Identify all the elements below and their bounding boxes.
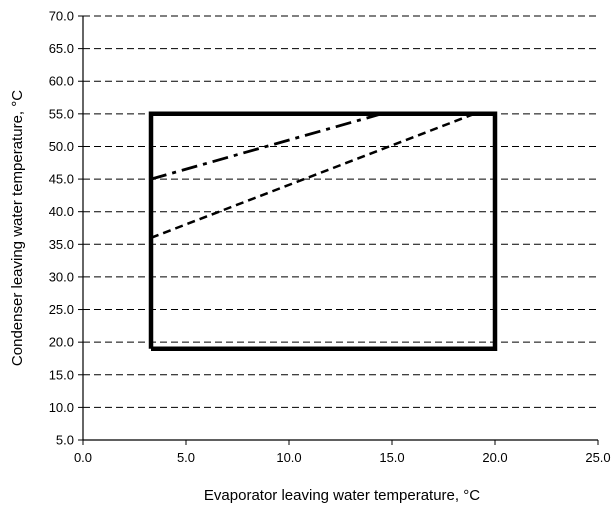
- x-tick-label-1: 5.0: [177, 450, 195, 465]
- series-line-1-dash-dot: [150, 112, 383, 181]
- y-tick-label-9: 50.0: [49, 139, 74, 154]
- y-tick-label-5: 30.0: [49, 269, 74, 284]
- axes-layer: [82, 16, 598, 441]
- y-tick-label-1: 10.0: [49, 400, 74, 415]
- y-tick-label-10: 55.0: [49, 106, 74, 121]
- series-line-2-dashed: [150, 112, 475, 239]
- series-line-0-solid-thick: [148, 111, 498, 351]
- y-axis-title: Condenser leaving water temperature, °C: [9, 90, 26, 366]
- tick-layer: 5.0 10.0 15.0 20.0 25.0 30.0 35.0 40.0 45.0 50.0 5…: [49, 9, 611, 466]
- x-axis-title: Evaporator leaving water temperature, °C: [204, 487, 480, 504]
- x-tick-label-5: 25.0: [585, 450, 610, 465]
- y-tick-label-4: 25.0: [49, 302, 74, 317]
- y-tick-label-13: 70.0: [49, 9, 74, 24]
- series-layer: [148, 111, 498, 351]
- x-tick-label-2: 10.0: [276, 450, 301, 465]
- y-tick-label-11: 60.0: [49, 74, 74, 89]
- y-tick-label-6: 35.0: [49, 237, 74, 252]
- y-tick-label-2: 15.0: [49, 367, 74, 382]
- y-tick-label-0: 5.0: [56, 433, 74, 448]
- x-tick-label-4: 20.0: [482, 450, 507, 465]
- y-tick-label-12: 65.0: [49, 41, 74, 56]
- y-tick-label-7: 40.0: [49, 204, 74, 219]
- y-tick-label-3: 20.0: [49, 335, 74, 350]
- y-tick-label-8: 45.0: [49, 172, 74, 187]
- x-tick-label-0: 0.0: [74, 450, 92, 465]
- x-tick-label-3: 15.0: [379, 450, 404, 465]
